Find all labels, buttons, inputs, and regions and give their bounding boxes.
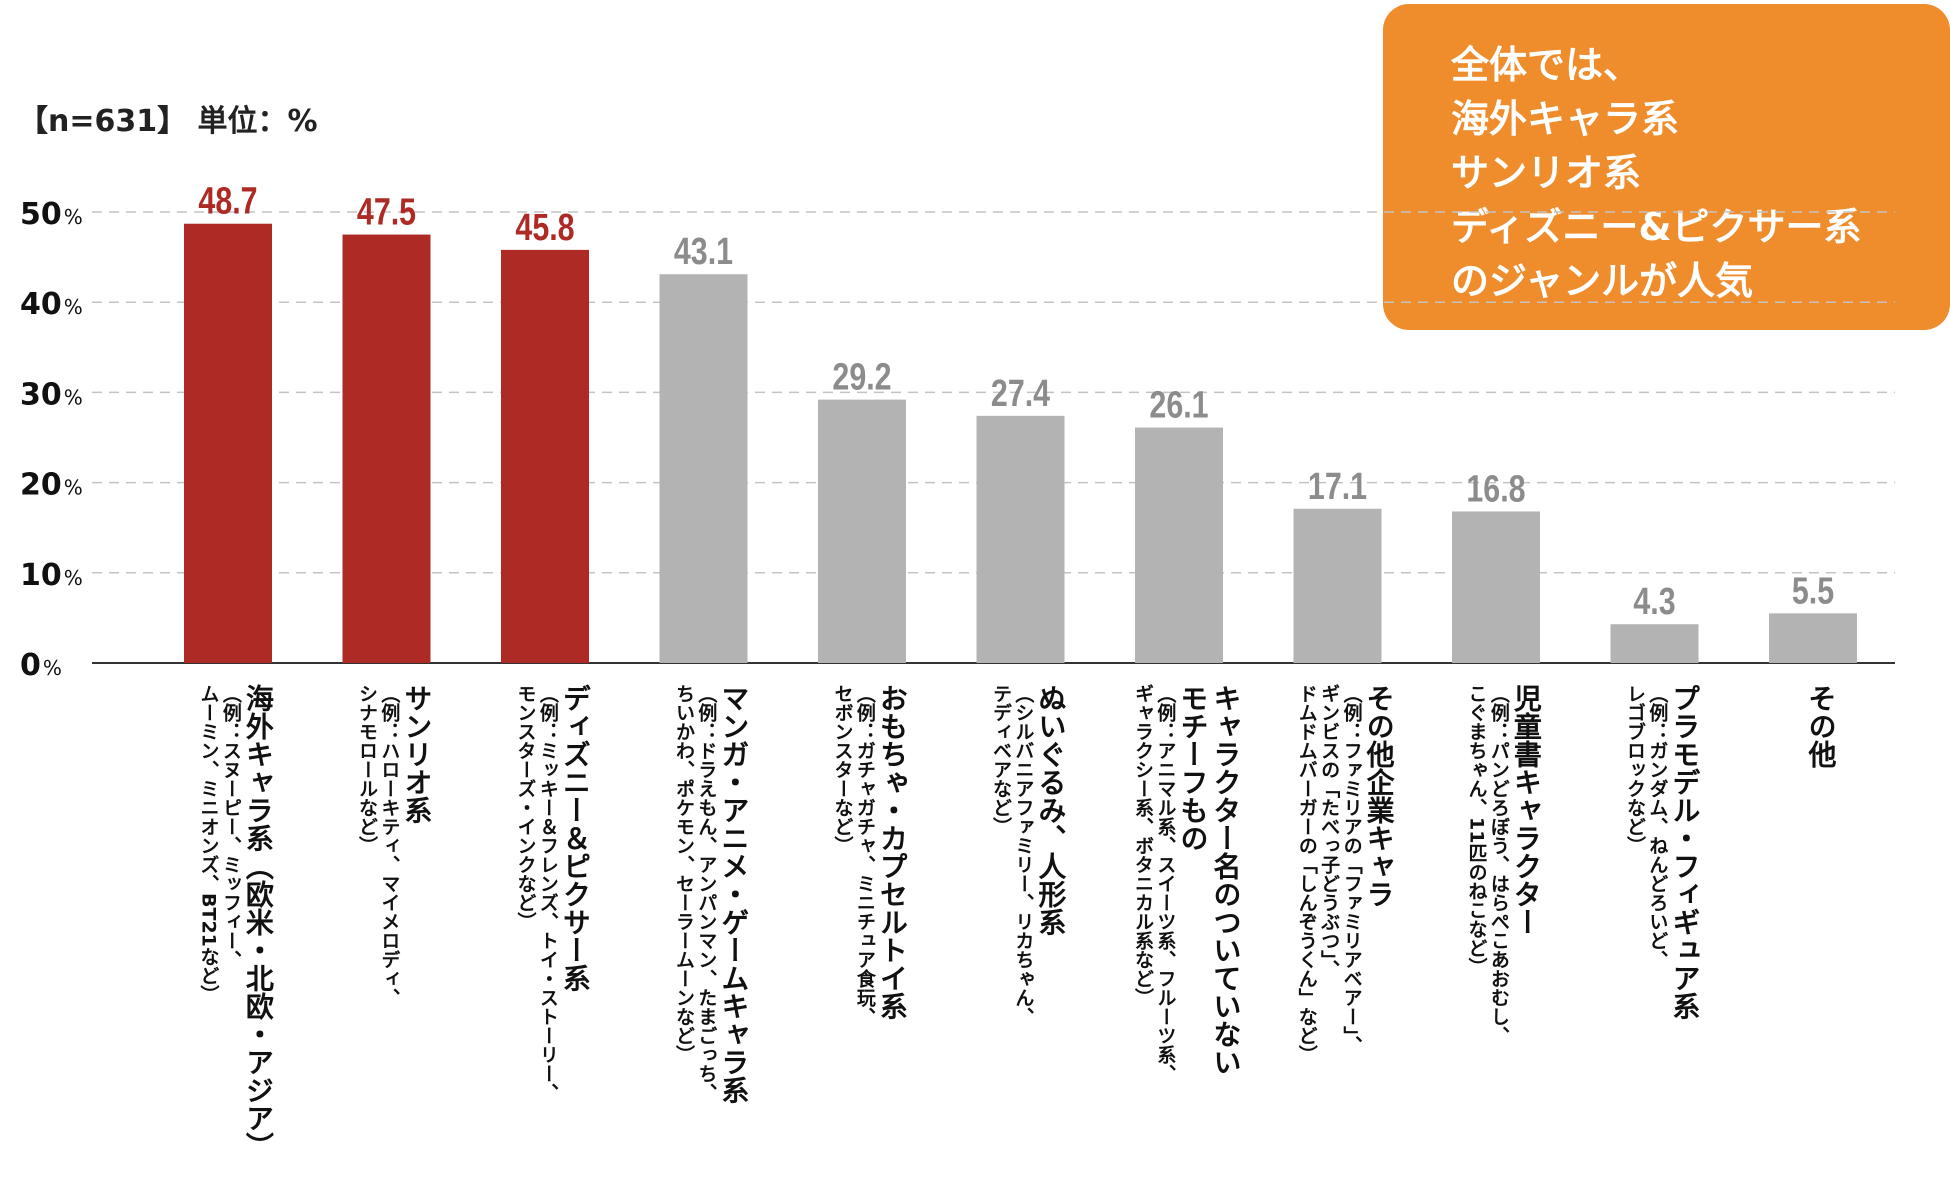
bar-value-label-5: 29.2 (832, 356, 891, 398)
bar-value-label-2: 47.5 (357, 191, 416, 233)
sample-size-unit-label: 【n=631】 単位：% (18, 104, 318, 139)
category-example-3: （例：ミッキー＆フレンズ、トイ・ストーリー、 モンスターズ・インクなど） (514, 684, 559, 1102)
callout-line-1: 全体では、 (1451, 43, 1642, 87)
category-name-10: プラモデル・フィギュア系 (1668, 684, 1702, 1020)
category-label-5: おもちゃ・カプセルトイ系 （例：ガチャガチャ、ミニチュア食玩、 セボンスターなど） (831, 684, 909, 1026)
bar-5 (818, 399, 906, 663)
bar-11 (1769, 613, 1857, 663)
bar-value-label-4: 43.1 (674, 231, 733, 273)
callout-line-5: のジャンルが人気 (1451, 259, 1754, 303)
category-example-4: （例：ドラえもん、アンパンマン、たまごっち、 ちいかわ、ポケモン、セーラームーン… (672, 684, 718, 1102)
category-label-10: プラモデル・フィギュア系 （例：ガンダム、ねんどろいど、 レゴブロックなど） (1623, 684, 1702, 1020)
bar-value-label-11: 5.5 (1792, 570, 1834, 612)
bar-value-label-3: 45.8 (515, 207, 574, 249)
bar-3 (501, 249, 589, 663)
y-tick-label-40: 40% (20, 287, 83, 322)
y-tick-label-50: 50% (20, 197, 83, 232)
bar-1 (184, 223, 272, 663)
bar-value-label-9: 16.8 (1466, 468, 1525, 510)
y-tick-label-0: 0% (20, 648, 62, 683)
category-label-2: サンリオ系 （例：ハローキティ、マイメロディ、 シナモロールなど） (355, 684, 434, 1007)
bar-10 (1610, 624, 1699, 663)
category-example-8: （例：ファミリアの「ファミリアベアー」、 ギンビスの「たべっ子どうぶつ」、 ドム… (1295, 684, 1363, 1064)
bar-4 (659, 274, 748, 663)
bar-value-label-1: 48.7 (198, 181, 257, 223)
summary-callout: 全体では、 海外キャラ系 サンリオ系 ディズニー&ピクサー系 のジャンルが人気 (1383, 4, 1950, 330)
category-name-9: 児童書キャラクター (1509, 684, 1543, 936)
category-example-10: （例：ガンダム、ねんどろいど、 レゴブロックなど） (1623, 684, 1669, 969)
bar-8 (1293, 508, 1382, 663)
y-tick-label-30: 30% (20, 377, 83, 412)
category-label-9: 児童書キャラクター （例：パンどろぼう、はらぺこあおむし、 こぐまちゃん、11匹の… (1465, 684, 1543, 1045)
bar-2 (342, 234, 431, 664)
y-tick-label-20: 20% (20, 468, 83, 503)
category-example-1: （例：スヌーピー、ミッフィー、 ムーミン、ミニオンズ、BT21など） (197, 684, 242, 1004)
category-example-9: （例：パンどろぼう、はらぺこあおむし、 こぐまちゃん、11匹のねこなど） (1465, 684, 1510, 1045)
category-label-6: ぬいぐるみ、人形系 （シルバニアファミリー、リカちゃん、 テディベアなど） (989, 684, 1068, 1026)
category-name-5: おもちゃ・カプセルトイ系 (875, 684, 909, 1020)
category-name-3: ディズニー＆ピクサー系 (558, 684, 592, 992)
category-name-4: マンガ・アニメ・ゲームキャラ系 (717, 684, 751, 1104)
category-label-7: キャラクター名のついていない モチーフもの （例：アニマル系、スイーツ系、フルーツ… (1131, 684, 1243, 1083)
bar-9 (1452, 511, 1540, 663)
category-label-11: その他 (1804, 684, 1838, 768)
y-tick-label-10: 10% (20, 558, 83, 593)
category-example-7: （例：アニマル系、スイーツ系、フルーツ系、 ギャラクシー系、ボタニカル系など） (1131, 684, 1177, 1083)
category-name-7: キャラクター名のついていない モチーフもの (1176, 684, 1243, 1076)
callout-line-3: サンリオ系 (1451, 151, 1642, 195)
bar-value-label-10: 4.3 (1633, 581, 1675, 623)
category-name-6: ぬいぐるみ、人形系 (1034, 684, 1068, 936)
category-label-8: その他企業キャラ （例：ファミリアの「ファミリアベアー」、 ギンビスの「たべっ子ど… (1295, 684, 1396, 1064)
bar-7 (1135, 427, 1223, 663)
bar-6 (976, 415, 1065, 663)
category-name-11: その他 (1804, 684, 1838, 768)
category-example-5: （例：ガチャガチャ、ミニチュア食玩、 セボンスターなど） (831, 684, 876, 1026)
category-name-8: その他企業キャラ (1362, 684, 1396, 908)
category-name-2: サンリオ系 (400, 684, 434, 824)
bar-value-label-7: 26.1 (1149, 384, 1208, 426)
category-label-4: マンガ・アニメ・ゲームキャラ系 （例：ドラえもん、アンパンマン、たまごっち、 ちい… (672, 684, 751, 1104)
category-label-3: ディズニー＆ピクサー系 （例：ミッキー＆フレンズ、トイ・ストーリー、 モンスターズ… (514, 684, 592, 1102)
bar-value-label-6: 27.4 (991, 373, 1050, 415)
callout-line-2: 海外キャラ系 (1451, 97, 1680, 141)
category-example-6: （シルバニアファミリー、リカちゃん、 テディベアなど） (989, 684, 1035, 1026)
category-example-2: （例：ハローキティ、マイメロディ、 シナモロールなど） (355, 684, 401, 1007)
bar-value-label-8: 17.1 (1308, 466, 1367, 508)
category-name-1: 海外キャラ系（欧米・北欧・アジア） (241, 684, 275, 1160)
category-label-1: 海外キャラ系（欧米・北欧・アジア） （例：スヌーピー、ミッフィー、 ムーミン、ミニ… (197, 684, 275, 1160)
